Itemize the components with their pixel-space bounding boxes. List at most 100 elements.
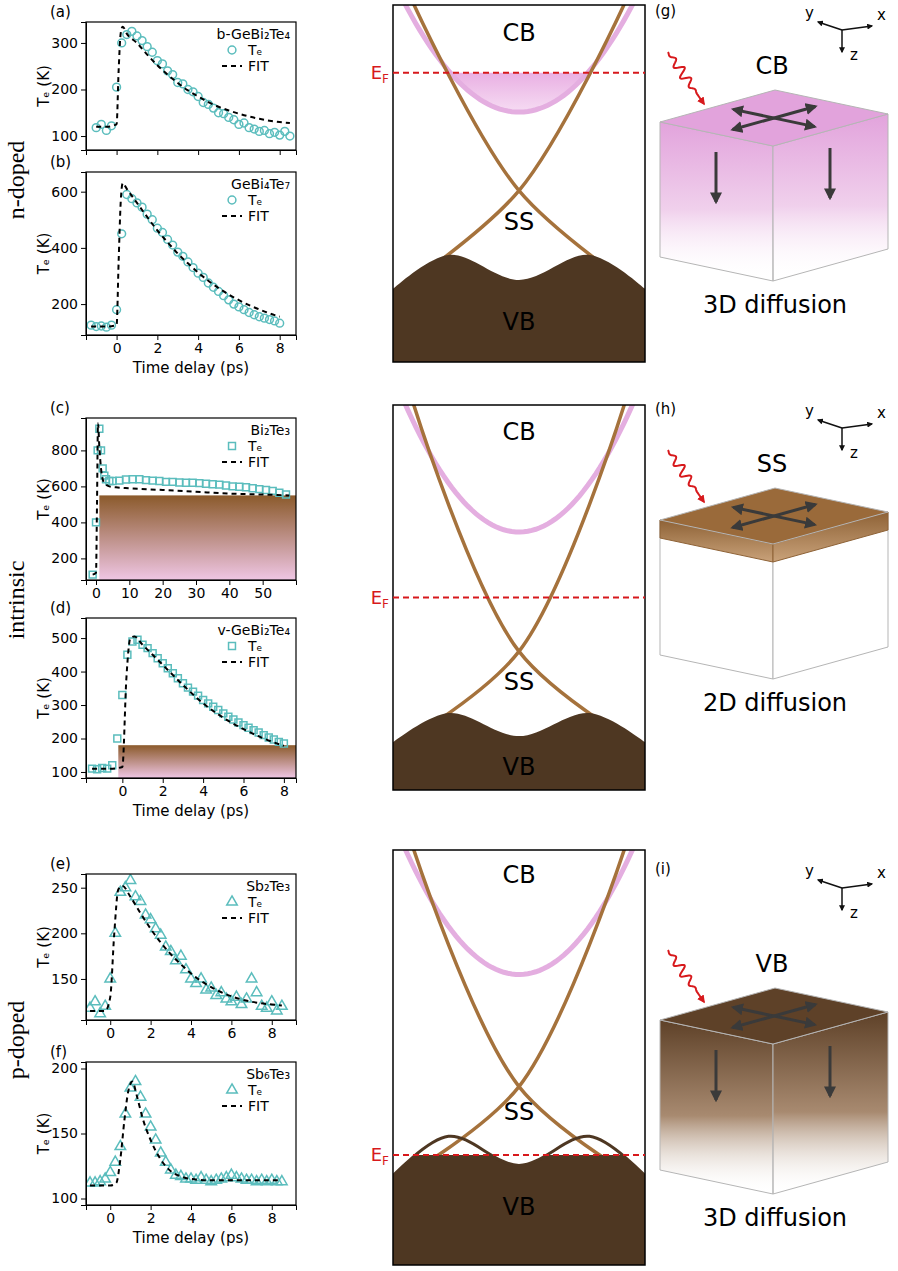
band-diagram: EFCBSSVB	[368, 753, 668, 1267]
legend-title: b-GeBi₂Te₄	[217, 26, 291, 42]
x-tick-mark	[198, 150, 199, 155]
cube-face	[660, 520, 773, 679]
legend-label: FIT	[248, 58, 269, 74]
y-tick-mark	[81, 450, 86, 451]
x-tick-label: 6	[240, 783, 249, 799]
plot-frame	[86, 172, 296, 335]
x-tick: 30	[188, 580, 206, 601]
y-tick-mark	[81, 933, 86, 934]
y-axis: 200400600	[51, 173, 86, 336]
vb-occupied	[393, 1155, 645, 1265]
axes-glyph: xyz	[805, 402, 886, 462]
data-point	[145, 914, 156, 923]
data-point	[116, 477, 123, 484]
data-point	[286, 132, 294, 140]
data-point	[230, 116, 238, 124]
y-tick: 200	[51, 81, 86, 97]
laser-pulse	[668, 52, 704, 104]
data-point	[251, 987, 262, 996]
axis-arrow	[818, 22, 842, 30]
data-point	[176, 479, 183, 486]
schematic: (i)xyzVB3D diffusion	[655, 860, 888, 1232]
x-tick-label: 2	[147, 1025, 156, 1041]
data-point	[245, 724, 252, 731]
data-point	[223, 482, 230, 489]
x-tick-label: 4	[187, 1025, 196, 1041]
fermi-label: EF	[371, 62, 389, 86]
chart-panel: 100200300Tₑ (K)(a)b-GeBi₂Te₄TₑFIT	[35, 3, 297, 155]
vb-label: VB	[503, 753, 536, 781]
fermi-level	[393, 72, 645, 74]
y-tick: 500	[51, 630, 86, 646]
panel-letter: (g)	[655, 2, 676, 20]
band-area	[393, 850, 645, 1265]
data-point	[276, 319, 284, 327]
y-tick-label: 600	[51, 478, 78, 494]
data-point	[108, 321, 116, 329]
data-point	[249, 485, 256, 492]
y-tick: 400	[51, 514, 86, 530]
vb-fill	[393, 713, 645, 790]
fermi-label-main: E	[371, 1144, 382, 1165]
panel-letter: (a)	[50, 3, 71, 21]
band-frame	[393, 405, 645, 790]
band-area	[393, 5, 645, 362]
axes-glyph: xyz	[805, 862, 886, 922]
legend-symbol	[228, 196, 236, 204]
x-tick-mark	[157, 150, 158, 155]
x-axis-line	[87, 151, 297, 156]
x-tick: 20	[154, 580, 172, 601]
surface-state	[393, 5, 625, 298]
y-tick-label: 100	[51, 764, 78, 780]
plot-area	[86, 1075, 287, 1186]
y-tick-label: 400	[51, 240, 78, 256]
legend: b-GeBi₂Te₄TₑFIT	[217, 26, 291, 74]
data-point	[135, 895, 146, 904]
y-tick-mark	[81, 1069, 86, 1070]
x-tick: 0	[113, 335, 122, 356]
data-point	[133, 32, 141, 40]
legend-label: FIT	[248, 910, 269, 926]
data-point	[136, 476, 143, 483]
vb-outline	[393, 1136, 645, 1178]
legend-label: FIT	[248, 208, 269, 224]
y-axis: 100200300	[51, 23, 86, 151]
data-point	[250, 125, 258, 133]
y-tick-label: 200	[51, 550, 78, 566]
y-tick-label: 300	[51, 35, 78, 51]
y-tick-label: 250	[51, 880, 78, 896]
legend-symbol	[228, 46, 236, 54]
data-point	[210, 104, 218, 112]
legend-label: FIT	[248, 454, 269, 470]
axis-arrow	[842, 26, 872, 30]
data-point	[236, 483, 243, 490]
data-point	[270, 736, 277, 743]
shaded-region	[118, 745, 296, 778]
x-tick: 2	[159, 778, 168, 799]
x-axis-title: Time delay (ps)	[132, 1229, 249, 1247]
data-point	[128, 27, 136, 35]
x-tick-label: 10	[121, 585, 139, 601]
x-tick: 0	[118, 778, 127, 799]
y-axis: 100150200	[51, 1060, 86, 1206]
data-point	[225, 114, 233, 122]
data-point	[160, 1156, 171, 1165]
fermi-level	[393, 597, 645, 599]
legend-label: FIT	[248, 1098, 269, 1114]
y-tick-label: 200	[51, 81, 78, 97]
y-tick-mark	[81, 89, 86, 90]
fit-line	[91, 183, 280, 326]
x-tick: 4	[187, 1205, 196, 1226]
fermi-label: EF	[371, 587, 389, 611]
data-point	[129, 476, 136, 483]
x-tick: 50	[254, 580, 272, 601]
y-tick-mark	[81, 888, 86, 889]
data-point	[109, 478, 116, 485]
caption: 3D diffusion	[703, 1204, 847, 1232]
y-tick-label: 150	[51, 1125, 78, 1141]
fermi-label-main: E	[371, 62, 382, 83]
x-tick	[117, 150, 118, 155]
y-tick-mark	[81, 486, 86, 487]
plot-frame	[86, 874, 296, 1020]
x-tick-label: 4	[194, 340, 203, 356]
